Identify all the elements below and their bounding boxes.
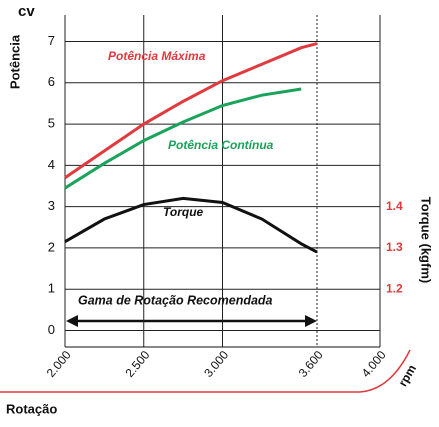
y2-label: Torque (kgfm) bbox=[419, 197, 434, 283]
x-tick-label: 4.000 bbox=[359, 348, 389, 380]
y-tick-label: 0 bbox=[48, 322, 55, 337]
y-title: cv bbox=[18, 3, 35, 20]
decor-swoosh bbox=[0, 349, 411, 393]
y2-tick-label: 1.4 bbox=[386, 199, 403, 213]
y-label: Potência bbox=[7, 34, 22, 89]
series-label: Potência Máxima bbox=[108, 49, 206, 63]
y-tick-label: 6 bbox=[48, 74, 55, 89]
y-tick-label: 3 bbox=[48, 198, 55, 213]
x-label: Rotação bbox=[6, 401, 57, 416]
x-tick-label: 2.500 bbox=[122, 348, 152, 380]
y-tick-label: 7 bbox=[48, 33, 55, 48]
series-line bbox=[64, 196, 318, 254]
x-tick-label: 3.600 bbox=[296, 348, 326, 380]
series-line bbox=[64, 87, 302, 190]
x-tick-label: 3.000 bbox=[201, 348, 231, 380]
y2-tick-label: 1.2 bbox=[386, 281, 403, 295]
y-tick-label: 5 bbox=[48, 116, 55, 131]
series-label: Potência Contínua bbox=[168, 138, 274, 152]
x-tick-label: 2.000 bbox=[44, 348, 74, 380]
y-tick-label: 4 bbox=[48, 157, 55, 172]
range-annotation: Gama de Rotação Recomendada bbox=[78, 293, 273, 307]
y2-tick-label: 1.3 bbox=[386, 240, 403, 254]
series-label: Torque bbox=[163, 205, 204, 219]
series-line bbox=[64, 42, 318, 179]
x-unit: rpm bbox=[396, 362, 419, 389]
y-tick-label: 2 bbox=[48, 239, 55, 254]
y-tick-label: 1 bbox=[48, 281, 55, 296]
